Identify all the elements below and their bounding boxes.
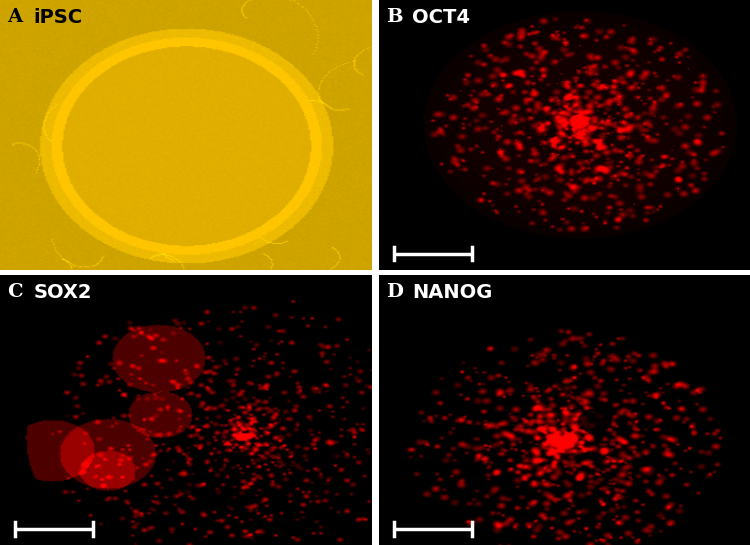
Text: A: A — [8, 8, 22, 26]
Text: NANOG: NANOG — [413, 283, 493, 302]
Text: B: B — [386, 8, 403, 26]
Text: C: C — [8, 283, 23, 301]
Text: OCT4: OCT4 — [413, 8, 470, 27]
Text: SOX2: SOX2 — [34, 283, 92, 302]
Text: iPSC: iPSC — [34, 8, 82, 27]
Text: D: D — [386, 283, 404, 301]
